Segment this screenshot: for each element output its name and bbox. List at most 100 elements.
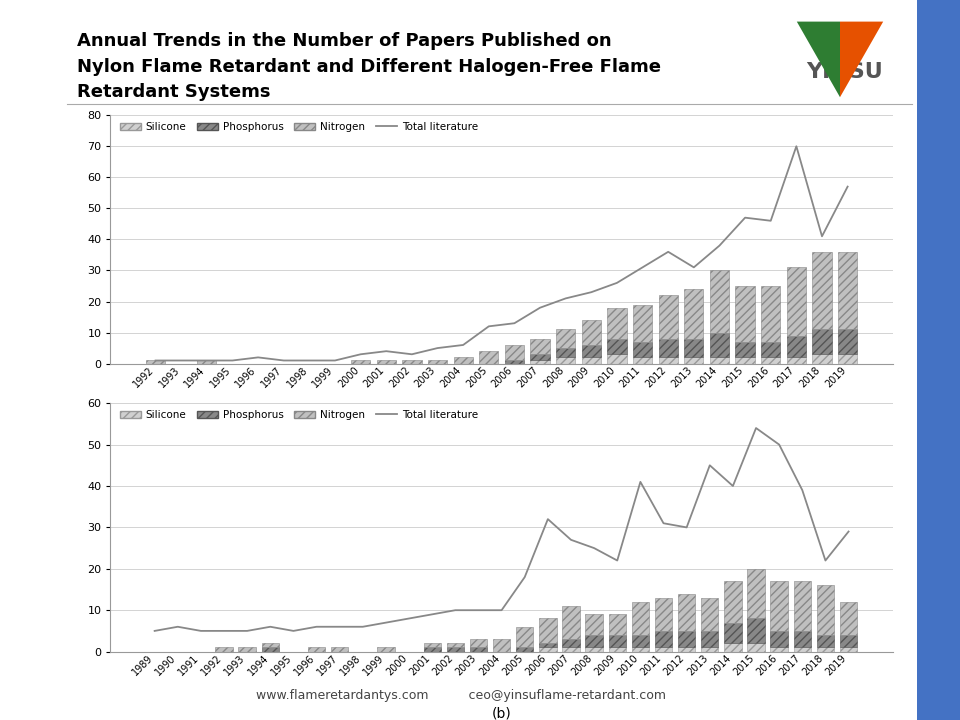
Bar [761, 286, 780, 342]
Text: Retardant Systems: Retardant Systems [77, 83, 271, 101]
Bar [812, 354, 831, 364]
Bar [633, 305, 652, 342]
Bar [446, 644, 464, 647]
Bar [632, 602, 649, 635]
Bar [563, 606, 580, 639]
Total literature [303, 356, 315, 365]
Total literature [588, 544, 600, 552]
Bar [582, 357, 601, 364]
Bar [655, 631, 672, 647]
Text: Nylon Flame Retardant and Different Halogen-Free Flame: Nylon Flame Retardant and Different Halo… [77, 58, 660, 76]
Total literature [816, 232, 828, 240]
Total literature [150, 356, 161, 365]
Bar [632, 635, 649, 647]
Bar [761, 342, 780, 357]
Bar [540, 647, 557, 652]
Total literature [149, 626, 160, 635]
Bar [678, 631, 695, 647]
Total literature [791, 142, 803, 150]
Total literature [704, 461, 715, 469]
Total literature [843, 527, 854, 536]
Line: Total literature: Total literature [155, 428, 849, 631]
Bar [563, 647, 580, 652]
Bar [586, 635, 603, 647]
Line: Total literature: Total literature [156, 146, 848, 361]
Total literature [380, 618, 392, 627]
Total literature [380, 347, 392, 356]
Total literature [355, 350, 367, 359]
Bar [556, 348, 575, 357]
Bar [724, 581, 741, 623]
Bar [479, 351, 498, 364]
Bar [531, 339, 550, 354]
Total literature [636, 263, 648, 271]
Total literature [406, 350, 418, 359]
Bar [586, 647, 603, 652]
Bar [351, 361, 371, 364]
Bar [735, 342, 755, 357]
Bar [735, 357, 755, 364]
Bar [556, 330, 575, 348]
Bar [609, 647, 626, 652]
Bar [659, 357, 678, 364]
Bar [771, 631, 788, 647]
Bar [684, 289, 704, 339]
Total literature [495, 606, 507, 615]
Bar [377, 647, 395, 652]
Total literature [403, 614, 415, 623]
Bar [608, 339, 627, 354]
Bar [469, 647, 487, 652]
Bar [701, 631, 718, 647]
Text: (b): (b) [492, 706, 512, 720]
Bar [735, 286, 755, 342]
Bar [531, 354, 550, 361]
Bar [402, 361, 421, 364]
Bar [701, 647, 718, 652]
Bar [423, 644, 441, 647]
Bar [761, 357, 780, 364]
Total literature [820, 557, 831, 565]
Bar [197, 361, 216, 364]
Bar [632, 647, 649, 652]
Total literature [457, 341, 468, 349]
Bar [812, 330, 831, 354]
Bar [840, 635, 857, 647]
Total literature [560, 294, 571, 302]
Total literature [842, 182, 853, 191]
Bar [563, 639, 580, 647]
Bar [787, 357, 806, 364]
Legend: Silicone, Phosphorus, Nitrogen, Total literature: Silicone, Phosphorus, Nitrogen, Total li… [115, 118, 482, 136]
Bar [531, 361, 550, 364]
Bar [748, 569, 765, 618]
Total literature [329, 356, 341, 365]
Total literature [727, 482, 738, 490]
Bar [659, 339, 678, 357]
Bar [633, 342, 652, 357]
Bar [684, 357, 704, 364]
Bar [586, 614, 603, 635]
Total literature [542, 515, 554, 523]
Total literature [765, 217, 777, 225]
Total literature [751, 423, 762, 432]
Total literature [195, 626, 206, 635]
Bar [331, 647, 348, 652]
Total literature [519, 573, 531, 582]
Total literature [509, 319, 520, 328]
Total literature [432, 343, 444, 352]
Bar [812, 252, 831, 330]
Total literature [172, 622, 183, 631]
Bar [817, 647, 834, 652]
Bar [840, 647, 857, 652]
Bar [771, 647, 788, 652]
Bar [684, 339, 704, 357]
Bar [748, 618, 765, 644]
Bar [609, 635, 626, 647]
Bar [709, 271, 729, 333]
Bar [840, 602, 857, 635]
Bar [376, 361, 396, 364]
Total literature [241, 626, 252, 635]
Total literature [565, 536, 577, 544]
Total literature [681, 523, 692, 531]
Bar [794, 647, 811, 652]
Bar [540, 644, 557, 647]
